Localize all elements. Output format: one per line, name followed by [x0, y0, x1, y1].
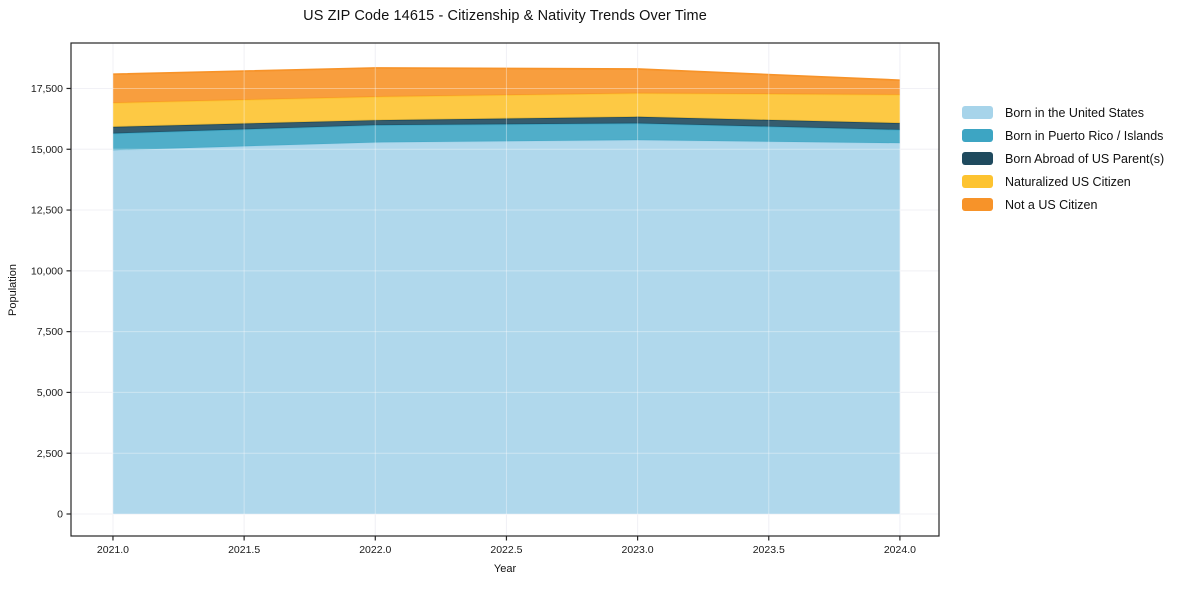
gridlines-over — [71, 43, 939, 536]
x-axis-label: Year — [493, 563, 517, 575]
y-tick-label: 7,500 — [37, 326, 63, 338]
plot-border — [70, 42, 940, 537]
legend-item-4: Not a US Citizen — [962, 193, 1164, 216]
legend-swatch-icon — [962, 175, 993, 188]
legend-label: Born in the United States — [1005, 105, 1144, 120]
y-tick-label: 12,500 — [31, 205, 63, 217]
x-tick-label: 2021.5 — [228, 544, 260, 556]
legend-item-0: Born in the United States — [962, 101, 1164, 124]
legend-swatch-icon — [962, 129, 993, 142]
y-tick-label: 15,000 — [31, 144, 63, 156]
axis-ticks: 2021.0 2021.5 2022.0 2022.5 2023.0 2023.5 2024… — [31, 83, 916, 556]
stacked-areas — [112, 67, 900, 514]
area-series-2 — [112, 116, 900, 134]
legend-label: Born Abroad of US Parent(s) — [1005, 151, 1165, 166]
legend-swatch-icon — [962, 152, 993, 165]
legend-label: Born in Puerto Rico / Islands — [1005, 128, 1164, 143]
area-series-0 — [112, 140, 900, 514]
y-tick-label: 10,000 — [31, 265, 63, 277]
y-tick-label: 5,000 — [37, 387, 63, 399]
legend-item-3: Naturalized US Citizen — [962, 170, 1164, 193]
area-series-3 — [112, 93, 900, 127]
x-tick-label: 2023.0 — [622, 544, 654, 556]
legend-swatch-icon — [962, 106, 993, 119]
chart-title: US ZIP Code 14615 - Citizenship & Nativi… — [303, 8, 707, 24]
x-tick-label: 2023.5 — [753, 544, 785, 556]
y-tick-label: 17,500 — [31, 83, 63, 95]
y-tick-label: 2,500 — [37, 448, 63, 460]
x-tick-label: 2024.0 — [884, 544, 916, 556]
area-series-4 — [112, 67, 900, 103]
y-tick-label: 0 — [57, 509, 63, 521]
x-tick-label: 2022.5 — [490, 544, 522, 556]
x-tick-label: 2021.0 — [97, 544, 129, 556]
legend-label: Naturalized US Citizen — [1005, 174, 1131, 189]
area-edge-4 — [112, 67, 900, 82]
legend: Born in the United States Born in Puerto … — [962, 101, 1164, 216]
x-tick-label: 2022.0 — [359, 544, 391, 556]
legend-swatch-icon — [962, 198, 993, 211]
legend-item-2: Born Abroad of US Parent(s) — [962, 147, 1164, 170]
legend-item-1: Born in Puerto Rico / Islands — [962, 124, 1164, 147]
y-axis-label: Population — [7, 264, 19, 316]
legend-label: Not a US Citizen — [1005, 197, 1098, 212]
area-series-1 — [112, 123, 900, 151]
